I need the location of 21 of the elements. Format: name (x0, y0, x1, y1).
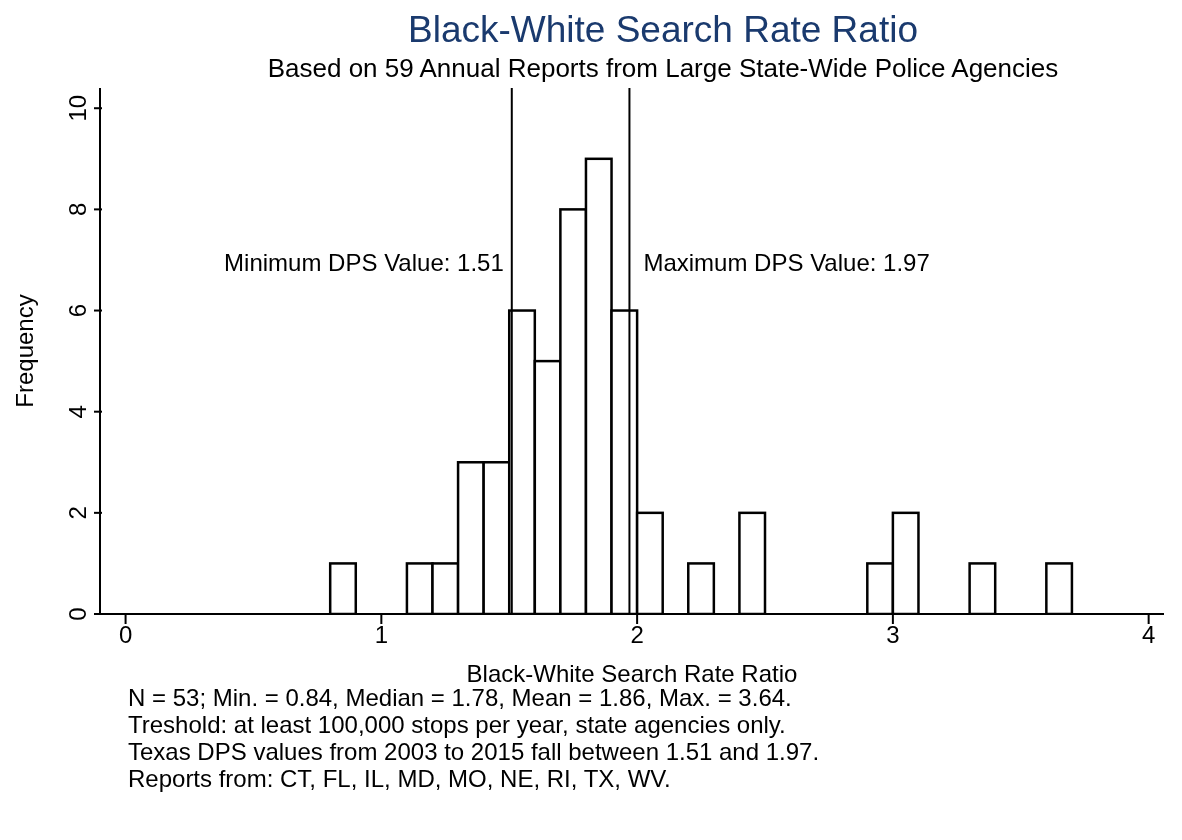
text: N = 53; Min. = 0.84, Median = 1.78, Mean = 1.86, Max. = 3.64. (128, 684, 793, 711)
text: Texas DPS values from 2003 to 2015 fall between 1.51 and 1.97. (128, 738, 821, 765)
y-tick-label: 0 (64, 607, 91, 621)
y-tick-label: 6 (64, 303, 91, 318)
x-axis-title: Black-White Search Rate Ratio (466, 660, 798, 687)
y-axis-title: Frequency (10, 294, 38, 408)
ref-line-label: Maximum DPS Value: 1.97 (643, 248, 930, 276)
x-tick-label: 4 (1141, 621, 1156, 649)
text: Reports from: CT, FL, IL, MD, MO, NE, RI, TX, WV. (128, 765, 672, 792)
ref-line-label: Minimum DPS Value: 1.51 (224, 248, 504, 276)
x-tick-label: 2 (630, 621, 644, 649)
chart-subtitle: Based on 59 Annual Reports from Large State-Wide Police Agencies (266, 52, 1060, 84)
chart-title: Black-White Search Rate Ratio (407, 8, 919, 52)
x-tick-label: 3 (886, 621, 900, 649)
y-tick-label: 2 (64, 506, 91, 520)
y-tick-label: 4 (64, 405, 91, 419)
y-tick-label: 8 (64, 202, 91, 217)
y-tick-label: 10 (64, 94, 91, 122)
text: Treshold: at least 100,000 stops per year, state agencies only. (128, 711, 787, 738)
x-tick-label: 1 (374, 621, 389, 649)
x-tick-label: 0 (118, 621, 133, 649)
